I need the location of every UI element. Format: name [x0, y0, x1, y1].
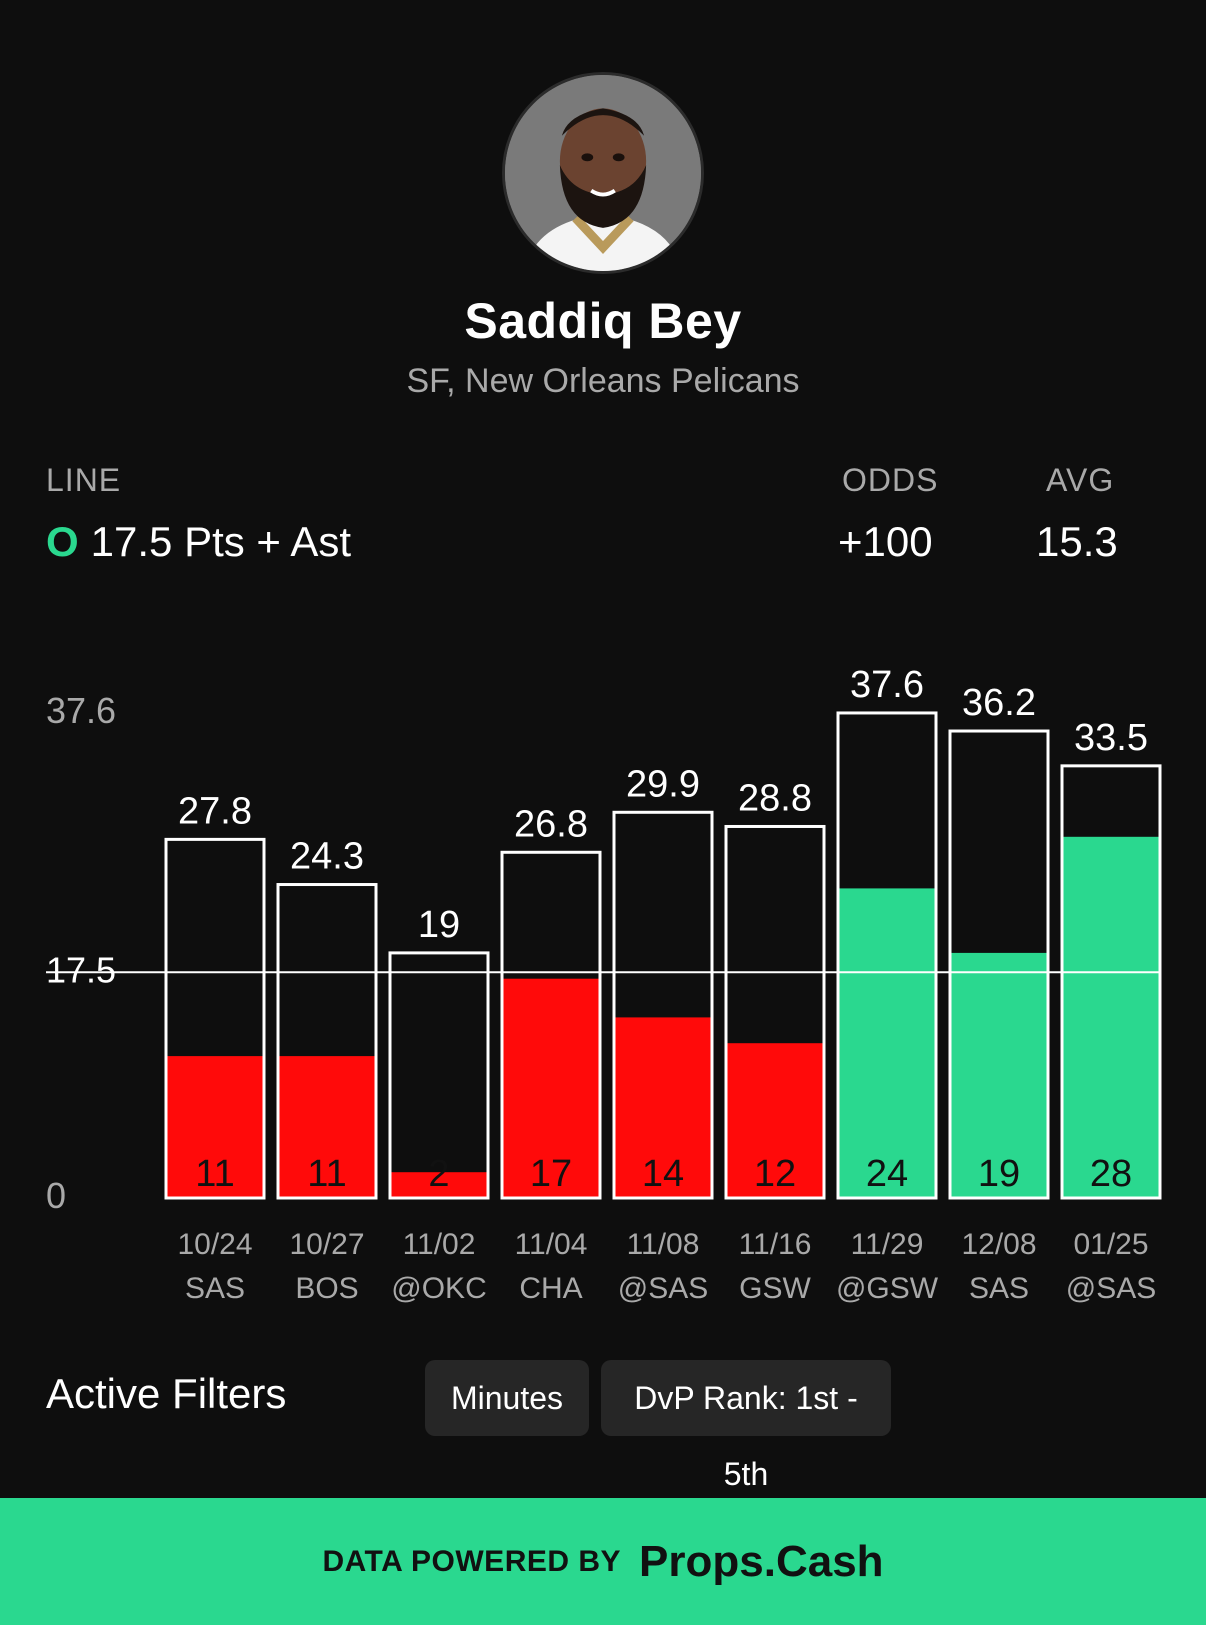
x-tick-opponent-8: @SAS: [1066, 1272, 1156, 1305]
x-tick-date-3: 11/04: [515, 1228, 588, 1261]
x-tick-date-6: 11/29: [851, 1228, 924, 1261]
bar-value-label-8: 28: [1090, 1153, 1132, 1195]
player-name: Saddiq Bey: [464, 293, 742, 349]
player-avatar: [502, 72, 704, 274]
x-tick-opponent-6: @GSW: [836, 1272, 939, 1305]
x-tick-opponent-1: BOS: [295, 1272, 358, 1305]
x-tick-date-4: 11/08: [627, 1228, 700, 1261]
bar-fill-8: [1062, 836, 1160, 1198]
brand-logo-text: Props.Cash: [639, 1536, 884, 1586]
x-tick-opponent-4: @SAS: [618, 1272, 708, 1305]
bar-fill-2: [390, 1172, 488, 1198]
footer-banner: DATA POWERED BY Props.Cash: [0, 1498, 1206, 1625]
bar-value-label-1: 11: [307, 1153, 346, 1195]
bar-fill-6: [838, 888, 936, 1198]
game-log-chart: 37.6 17.5 0 27.8 11 10/24 SAS 24.3 11 10/27 BOS 19 2…: [46, 664, 1162, 1305]
x-tick-date-2: 11/02: [403, 1228, 476, 1261]
y-axis-line-label: 17.5: [46, 949, 116, 990]
x-tick-date-1: 10/27: [289, 1228, 364, 1261]
bar-max-label-0: 27.8: [178, 790, 252, 832]
bar-fill-5: [726, 1043, 824, 1198]
powered-by-label: DATA POWERED BY: [322, 1544, 622, 1578]
bar-max-label-3: 26.8: [514, 803, 588, 845]
odds-value: +100: [838, 518, 933, 565]
bar-value-label-0: 11: [195, 1153, 234, 1195]
bar-outline-7: [948, 729, 1050, 1200]
line-value: 17.5 Pts + Ast: [90, 518, 351, 565]
over-marker: O: [46, 518, 79, 565]
bar-value-label-6: 24: [866, 1153, 908, 1195]
x-tick-date-8: 01/25: [1073, 1228, 1148, 1261]
y-axis-zero-label: 0: [46, 1175, 66, 1216]
bar-outline-1: [276, 883, 378, 1200]
avg-label: AVG: [1046, 462, 1115, 498]
x-tick-date-7: 12/08: [961, 1228, 1036, 1261]
x-tick-opponent-7: SAS: [969, 1272, 1029, 1305]
y-axis-max-label: 37.6: [46, 690, 116, 731]
line-value-row: O 17.5 Pts + Ast: [46, 518, 351, 566]
bar-outline-3: [500, 850, 602, 1200]
bar-outline-5: [724, 824, 826, 1200]
filter-chip-dvp-rank[interactable]: DvP Rank: 1st - 5th: [601, 1360, 891, 1492]
bar-max-label-2: 19: [418, 904, 460, 946]
bar-value-label-2: 2: [428, 1153, 449, 1195]
bar-fill-7: [950, 952, 1048, 1198]
bar-outline-8: [1060, 764, 1162, 1200]
bar-outline-2: [388, 951, 490, 1200]
bar-value-label-7: 19: [978, 1153, 1020, 1195]
bar-fill-0: [166, 1056, 264, 1198]
bar-fill-1: [278, 1056, 376, 1198]
bar-outline-6: [836, 711, 938, 1200]
bar-max-label-4: 29.9: [626, 763, 700, 805]
bar-outline-4: [612, 810, 714, 1200]
filter-chip-minutes[interactable]: Minutes: [425, 1360, 589, 1436]
x-tick-date-5: 11/16: [739, 1228, 812, 1261]
bar-value-label-3: 17: [530, 1153, 572, 1195]
player-team-position: SF, New Orleans Pelicans: [406, 362, 800, 400]
x-tick-opponent-2: @OKC: [391, 1272, 486, 1305]
x-tick-opponent-0: SAS: [185, 1272, 245, 1305]
avg-value: 15.3: [1036, 518, 1118, 565]
active-filters-title: Active Filters: [46, 1370, 287, 1417]
bar-value-label-5: 12: [754, 1153, 796, 1195]
bar-max-label-5: 28.8: [738, 777, 812, 819]
bar-max-label-1: 24.3: [290, 836, 364, 878]
bar-max-label-6: 37.6: [850, 664, 924, 706]
bar-value-label-4: 14: [642, 1153, 684, 1195]
x-tick-opponent-5: GSW: [739, 1272, 811, 1305]
bar-max-label-7: 36.2: [962, 682, 1036, 724]
line-label: LINE: [46, 462, 122, 498]
player-photo: [505, 75, 701, 271]
bar-outline-0: [164, 837, 266, 1200]
bar-fill-3: [502, 978, 600, 1198]
x-tick-opponent-3: CHA: [519, 1272, 582, 1305]
bar-fill-4: [614, 1017, 712, 1198]
odds-label: ODDS: [842, 462, 939, 498]
bar-max-label-8: 33.5: [1074, 717, 1148, 759]
x-tick-date-0: 10/24: [177, 1228, 252, 1261]
